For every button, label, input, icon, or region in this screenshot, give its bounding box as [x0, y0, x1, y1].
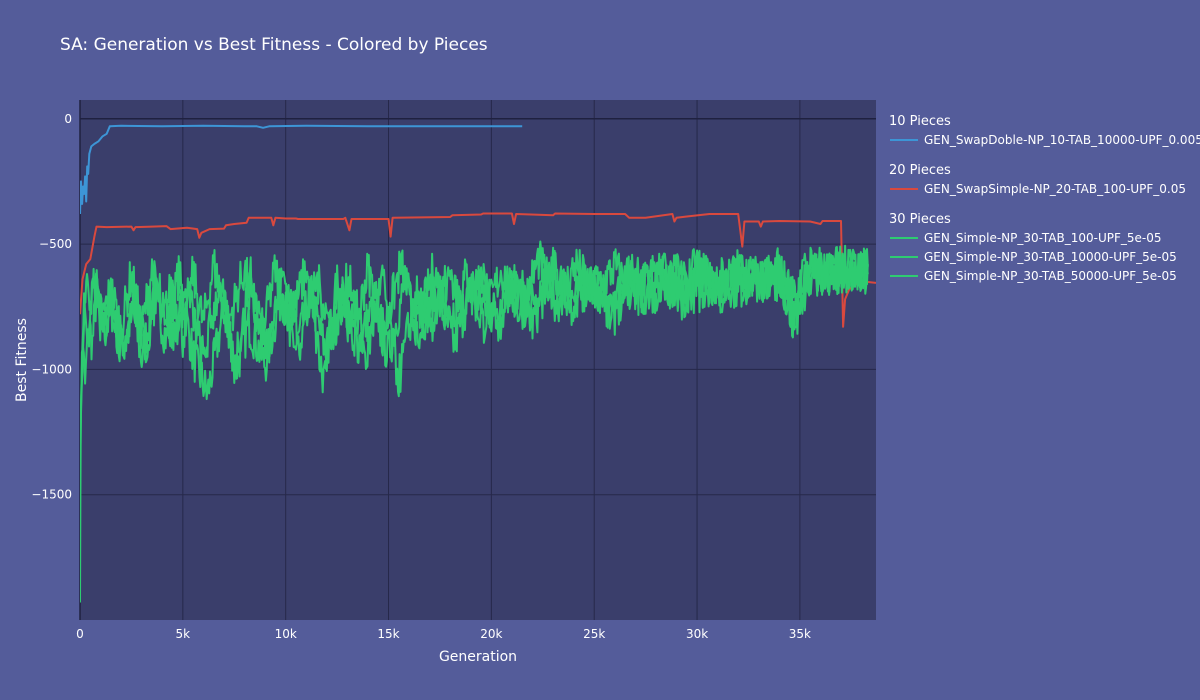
series-line-0 [80, 124, 523, 215]
x-tick-label: 0 [76, 627, 84, 641]
legend[interactable]: 10 Pieces GEN_SwapDoble-NP_10-TAB_10000-U… [889, 114, 1200, 283]
legend-label: GEN_Simple-NP_30-TAB_100-UPF_5e-05 [924, 231, 1162, 245]
series-line-4 [80, 244, 869, 449]
legend-item[interactable]: GEN_Simple-NP_30-TAB_10000-UPF_5e-05 [890, 250, 1177, 264]
x-tick-label: 20k [480, 627, 502, 641]
x-tick-label: 15k [377, 627, 399, 641]
x-tick-label: 30k [686, 627, 708, 641]
chart-title: SA: Generation vs Best Fitness - Colored… [60, 35, 488, 55]
y-tick-label: −1500 [31, 488, 72, 502]
y-axis-title: Best Fitness [14, 318, 30, 402]
legend-label: GEN_Simple-NP_30-TAB_10000-UPF_5e-05 [924, 250, 1177, 264]
legend-label: GEN_SwapSimple-NP_20-TAB_100-UPF_0.05 [924, 182, 1186, 196]
series-lines [80, 124, 876, 603]
legend-item[interactable]: GEN_SwapSimple-NP_20-TAB_100-UPF_0.05 [890, 182, 1186, 196]
y-tick-label: 0 [64, 112, 72, 126]
legend-group-title: 10 Pieces [889, 114, 951, 129]
x-axis-title: Generation [439, 649, 517, 665]
legend-item[interactable]: GEN_SwapDoble-NP_10-TAB_10000-UPF_0.005 [890, 133, 1200, 147]
legend-item[interactable]: GEN_Simple-NP_30-TAB_100-UPF_5e-05 [890, 231, 1162, 245]
legend-label: GEN_SwapDoble-NP_10-TAB_10000-UPF_0.005 [924, 133, 1200, 147]
legend-item[interactable]: GEN_Simple-NP_30-TAB_50000-UPF_5e-05 [890, 269, 1177, 283]
series-line-1 [80, 212, 876, 328]
x-tick-label: 35k [789, 627, 811, 641]
y-tick-label: −500 [39, 237, 72, 251]
x-tick-label: 5k [176, 627, 191, 641]
legend-label: GEN_Simple-NP_30-TAB_50000-UPF_5e-05 [924, 269, 1177, 283]
legend-group-title: 30 Pieces [889, 212, 951, 227]
x-tick-label: 10k [275, 627, 297, 641]
axis-ticks: 0 5k 10k 15k 20k 25k 30k 35k 0 −500 −1000 −1500 [31, 112, 811, 641]
y-tick-label: −1000 [31, 362, 72, 376]
legend-group-title: 20 Pieces [889, 163, 951, 178]
x-tick-label: 25k [583, 627, 605, 641]
